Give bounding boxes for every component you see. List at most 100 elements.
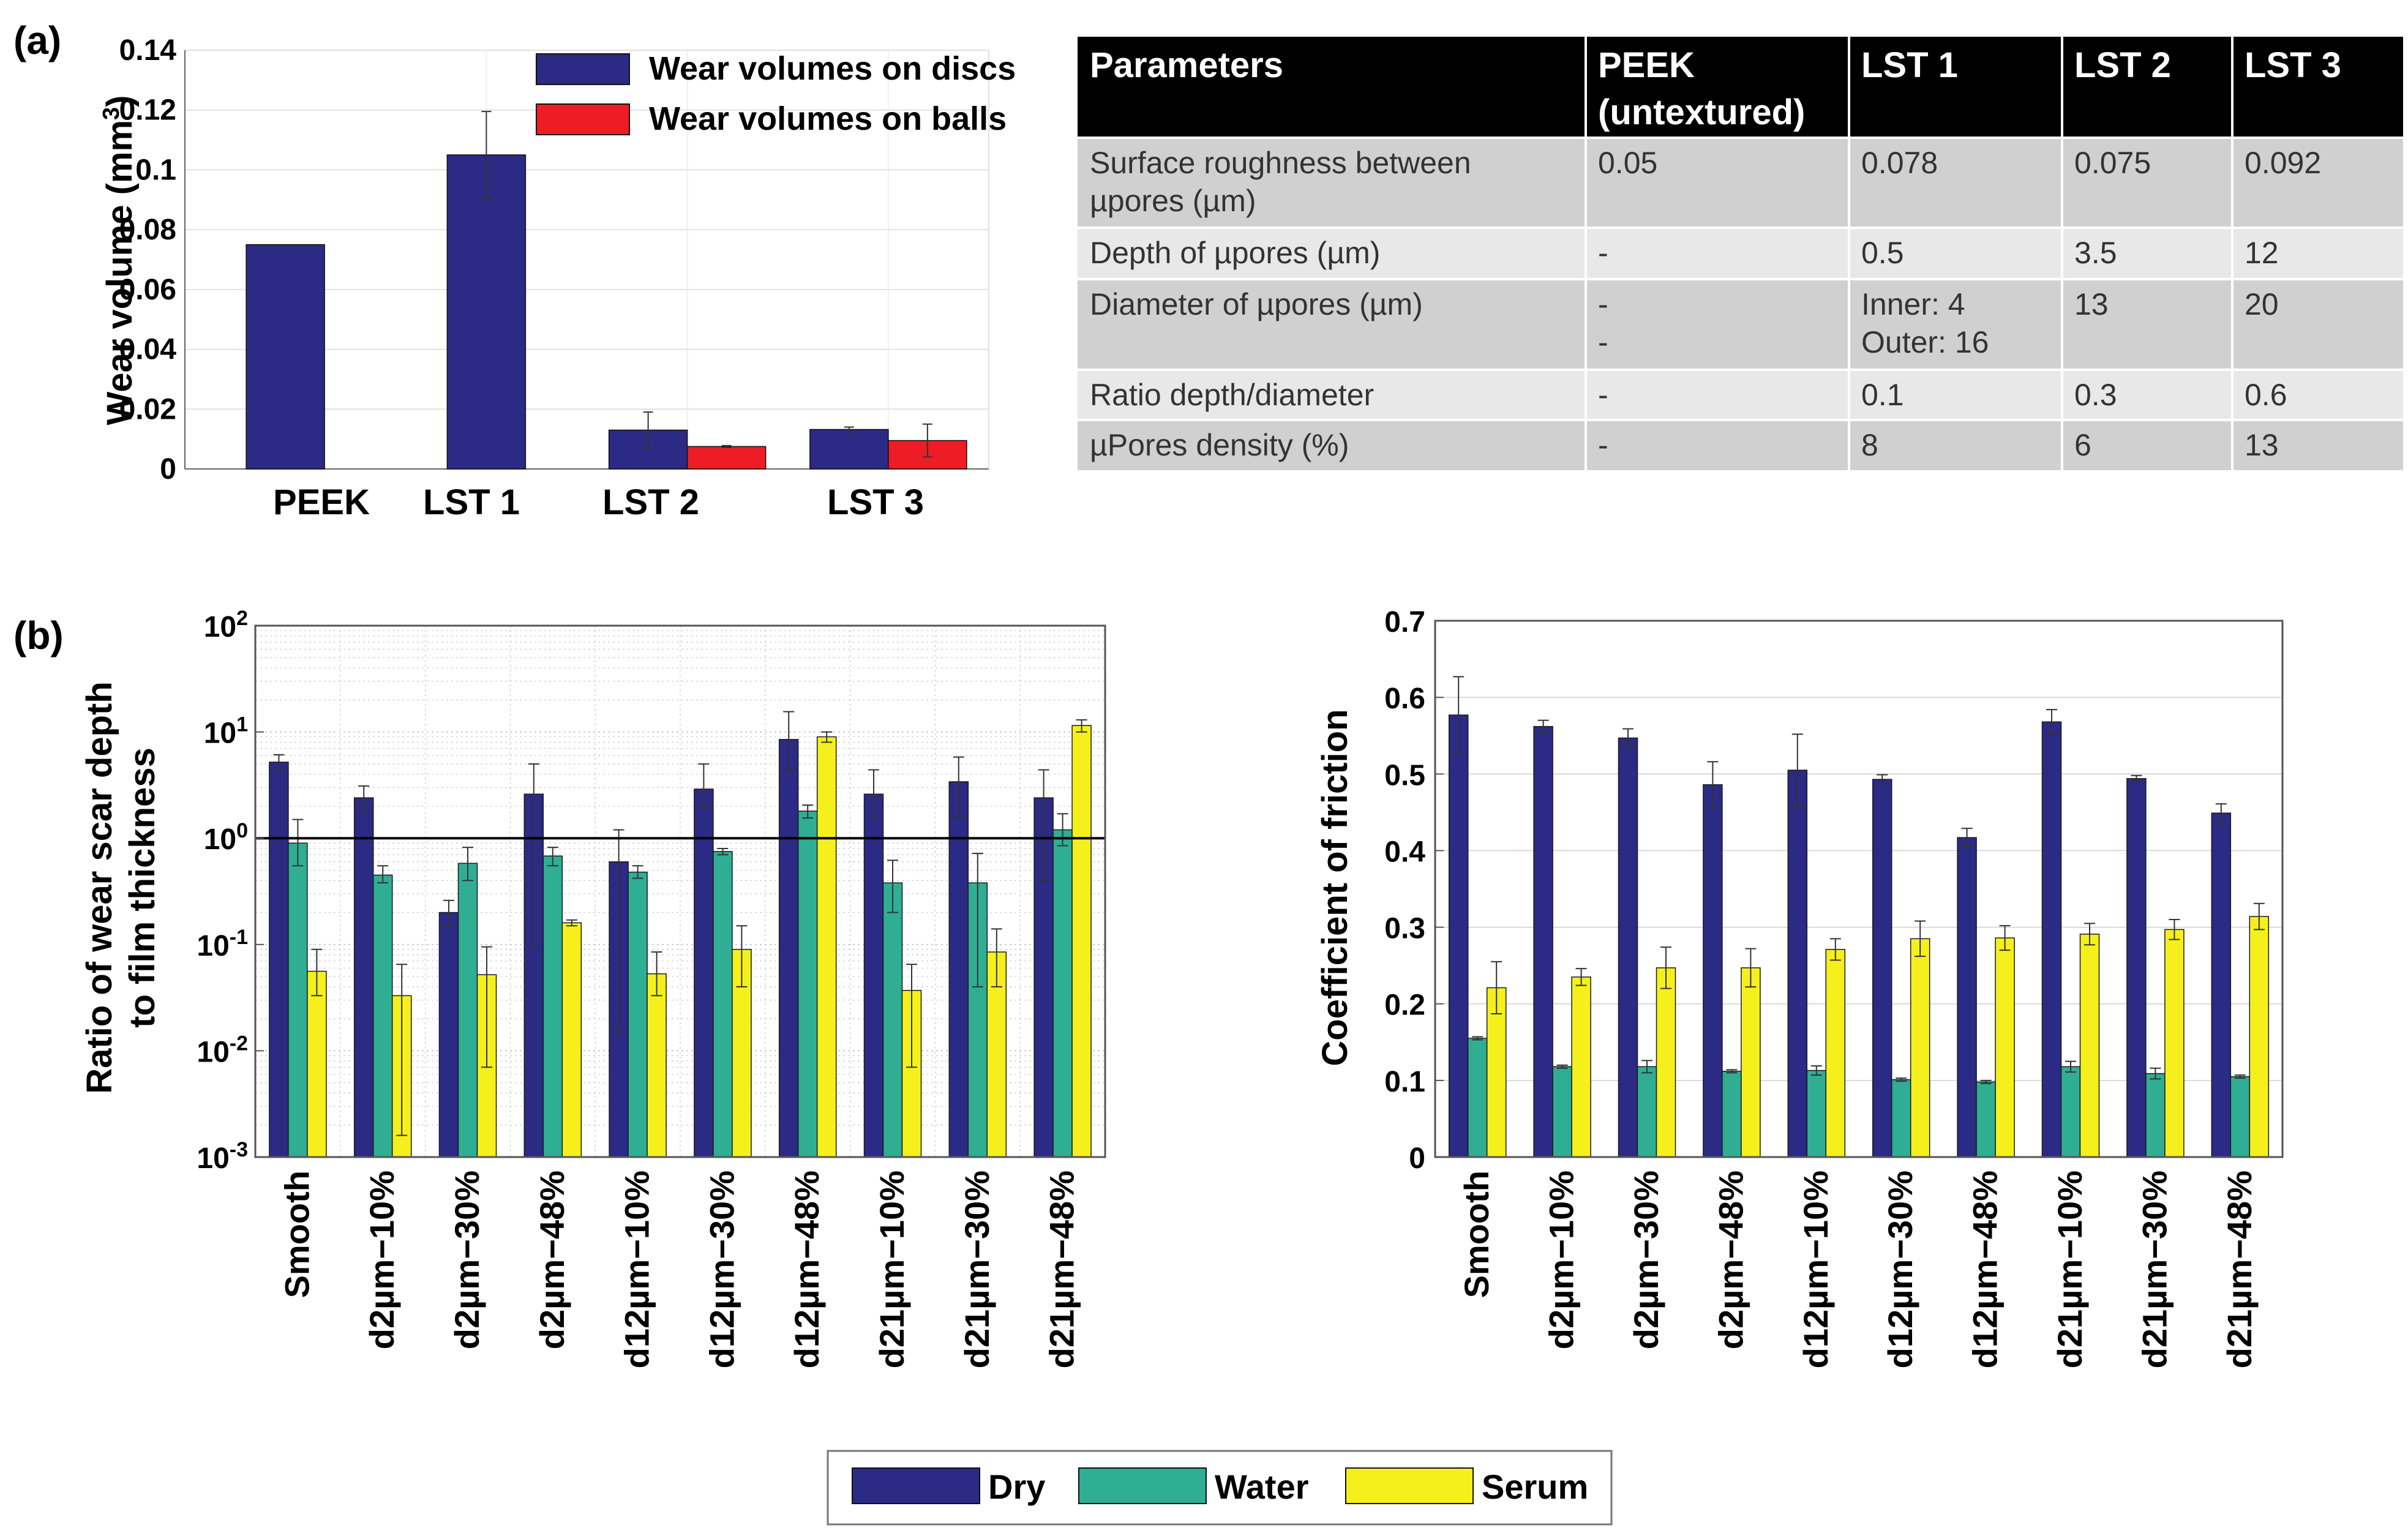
table-header-cell: Parameters	[1090, 45, 1283, 85]
bar-serum	[1486, 987, 1507, 1158]
table-cell: 12	[2245, 236, 2279, 270]
bar-water	[1467, 1038, 1488, 1158]
bar-dry	[269, 762, 289, 1158]
x-tick-label: d2µm−10%	[1542, 1171, 1581, 1349]
table-cell: 0.5	[1861, 236, 1904, 270]
bar-water	[797, 811, 818, 1158]
bar-serum	[307, 970, 327, 1158]
table-cell: -	[1598, 428, 1608, 462]
table-row-bg	[1078, 228, 2403, 279]
y-tick-label: 101	[204, 713, 248, 750]
bar-serum	[561, 922, 582, 1158]
y-tick-label: 0.6	[1384, 683, 1425, 715]
table-cell: 20	[2245, 287, 2279, 321]
bar-serum	[2164, 929, 2185, 1158]
y-axis-label: Coefficient of friction	[1315, 709, 1355, 1066]
y-tick-label: 10-1	[197, 926, 248, 962]
legend-label: Water	[1215, 1467, 1309, 1506]
x-tick-label: d12µm−30%	[702, 1171, 741, 1368]
y-tick-label: 0.14	[119, 34, 177, 67]
table-cell: 0.1	[1861, 378, 1904, 412]
legend-swatch	[1078, 1467, 1207, 1504]
table-header-cell: LST 3	[2245, 45, 2341, 85]
bar-water	[288, 842, 308, 1158]
bar-dry	[1957, 837, 1977, 1158]
table-header-cell: PEEK	[1598, 45, 1695, 85]
bar-water	[713, 851, 733, 1158]
legend-swatch	[852, 1467, 980, 1504]
table-row-bg	[1078, 370, 2403, 420]
legend-swatch	[536, 53, 630, 85]
bar-dry	[1872, 779, 1892, 1158]
bar-water	[372, 874, 393, 1158]
bar-disc	[809, 429, 889, 470]
table-cell: 0.075	[2074, 146, 2151, 180]
bar-water	[2145, 1073, 2166, 1158]
x-tick-label: LST 3	[827, 482, 924, 522]
bar-water	[2230, 1076, 2251, 1158]
legend-swatch	[1345, 1467, 1474, 1504]
y-tick-label: 0.5	[1384, 759, 1425, 792]
table-cell: Inner: 4	[1861, 287, 1965, 321]
x-tick-label: d12µm−30%	[1881, 1171, 1919, 1368]
y-tick-label: 0.04	[119, 334, 177, 366]
legend-b: Dry Water Serum	[827, 1450, 1613, 1526]
y-tick-label: 102	[204, 607, 248, 643]
bar-serum	[1071, 725, 1092, 1158]
table-cell: -	[1598, 325, 1608, 359]
friction-chart: Smooth d2µm−10% d2µm−30% d2µm−48% d12µm−10% d…	[1315, 606, 2284, 1368]
wear-ratio-chart: Smooth d2µm−10% d2µm−30% d2µm−48% d12µm−10% d…	[80, 607, 1106, 1368]
y-tick-label: 10-2	[197, 1032, 248, 1068]
y-tick-label: 0.12	[119, 94, 176, 127]
bar-disc	[246, 244, 325, 470]
table-cell: Diameter of µpores (µm)	[1090, 287, 1423, 321]
table-cell: 13	[2074, 287, 2109, 321]
y-tick-label: 0	[160, 453, 176, 485]
bar-dry	[1448, 714, 1469, 1158]
bar-dry	[863, 793, 884, 1158]
bar-serum	[1656, 967, 1676, 1158]
x-tick-label: Smooth	[277, 1171, 316, 1298]
table-cell: 0.078	[1861, 146, 1938, 180]
bar-disc	[446, 154, 527, 470]
y-tick-label: 0.1	[1384, 1066, 1425, 1098]
y-tick-label: 0.06	[119, 274, 176, 306]
table-row-bg	[1078, 138, 2403, 228]
x-tick-label: d21µm−10%	[872, 1171, 911, 1368]
legend-label: Serum	[1482, 1467, 1588, 1506]
table-cell: -	[1598, 378, 1608, 412]
bar-serum	[1741, 967, 1761, 1158]
table-cell: Ratio depth/diameter	[1090, 378, 1374, 412]
bar-water	[1637, 1066, 1657, 1158]
bar-water	[457, 863, 478, 1158]
table-cell: -	[1598, 287, 1608, 321]
x-tick-label: LST 2	[602, 482, 699, 522]
legend-label: Wear volumes on discs	[649, 50, 1016, 87]
bar-serum	[1571, 976, 1591, 1158]
plot-frame	[1434, 620, 2284, 1158]
y-tick-label: 0.08	[119, 214, 176, 246]
y-tick-label: 0.1	[135, 154, 176, 186]
bar-serum	[816, 736, 837, 1158]
y-tick-label: 100	[204, 819, 248, 856]
legend-label: Dry	[988, 1467, 1045, 1506]
x-tick-label: LST 1	[423, 482, 520, 522]
bar-serum	[647, 973, 667, 1158]
legend: Wear volumes on discs Wear volumes on bal…	[536, 50, 1016, 137]
bar-dry	[2211, 812, 2232, 1158]
plot-frame	[254, 624, 1106, 1158]
y-tick-label: 0.2	[1384, 989, 1425, 1022]
table-cell: 13	[2245, 428, 2279, 462]
bar-dry	[1703, 784, 1723, 1158]
bar-water	[1976, 1081, 1996, 1158]
y-tick-label: 0.3	[1384, 913, 1425, 945]
bar-dry	[1533, 725, 1553, 1158]
table-cell: -	[1598, 236, 1608, 270]
wear-volume-chart: 0 0.02 0.04 0.06 0.08 0.1 0.12 0.14 Wear volume …	[99, 34, 1016, 522]
y-tick-label: 0	[1409, 1142, 1425, 1175]
bar-dry	[1618, 737, 1638, 1158]
bar-water	[542, 855, 563, 1158]
x-tick-label: d21µm−48%	[1043, 1171, 1081, 1368]
x-tick-label: d12µm−10%	[1796, 1171, 1835, 1368]
